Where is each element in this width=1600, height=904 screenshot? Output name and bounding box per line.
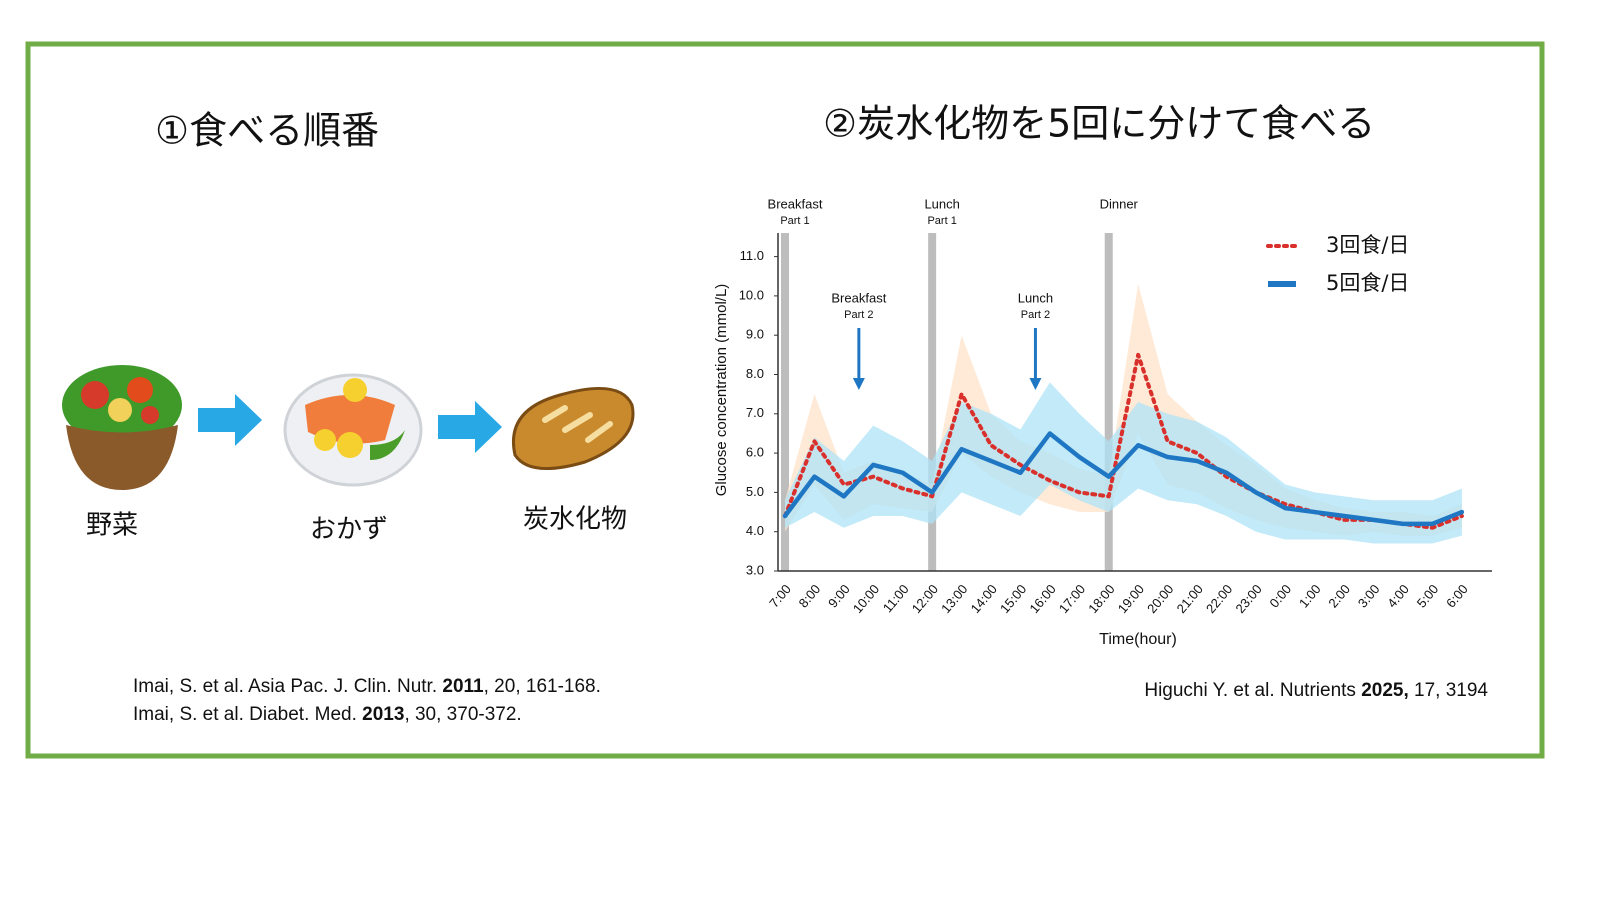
reference-part: Imai, S. et al. Diabet. Med.: [133, 704, 362, 725]
meal-sublabel: Part 1: [780, 215, 809, 227]
y-tick-label: 7.0: [746, 405, 764, 420]
meal-label: Breakfast: [831, 290, 886, 305]
reference-part: 2013: [362, 704, 404, 725]
y-tick-label: 6.0: [746, 445, 764, 460]
x-tick-label: 13:00: [938, 581, 970, 616]
x-tick-label: 8:00: [796, 581, 824, 610]
y-tick-label: 11.0: [740, 248, 764, 263]
food-label: 野菜: [86, 511, 138, 541]
meal-label: Dinner: [1100, 196, 1139, 211]
x-tick-label: 2:00: [1325, 581, 1353, 610]
reference: Higuchi Y. et al. Nutrients 2025, 17, 31…: [1144, 680, 1488, 701]
meal-sublabel: Part 1: [927, 215, 956, 227]
meal-bar: [928, 233, 937, 571]
range-band: [785, 284, 1462, 536]
meal-label: Lunch: [1018, 290, 1053, 305]
y-tick-label: 4.0: [746, 523, 764, 538]
y-axis-label: Glucose concentration (mmol/L): [713, 284, 730, 497]
legend-label: 5回食/日: [1326, 271, 1409, 295]
x-tick-label: 15:00: [997, 581, 1029, 616]
reference-part: 2011: [442, 676, 484, 697]
meal-label: Breakfast: [768, 196, 823, 211]
reference: Imai, S. et al. Diabet. Med. 2013, 30, 3…: [133, 704, 522, 725]
x-tick-label: 0:00: [1266, 581, 1294, 610]
reference-part: Higuchi Y. et al. Nutrients: [1144, 680, 1361, 701]
food-label: おかず: [310, 515, 388, 545]
right-title: ②炭水化物を5回に分けて食べる: [823, 102, 1375, 146]
x-tick-label: 16:00: [1026, 581, 1058, 616]
y-tick-label: 3.0: [746, 562, 764, 577]
y-tick-label: 9.0: [746, 327, 764, 342]
salad-icon: [62, 365, 182, 490]
reference: Imai, S. et al. Asia Pac. J. Clin. Nutr.…: [133, 676, 601, 697]
x-tick-label: 14:00: [968, 581, 1000, 616]
y-tick-label: 10.0: [739, 287, 764, 302]
reference-part: 17, 3194: [1409, 680, 1489, 701]
legend-label: 3回食/日: [1326, 233, 1409, 257]
meal-sublabel: Part 2: [1021, 309, 1050, 321]
x-tick-label: 10:00: [850, 581, 882, 616]
y-tick-label: 5.0: [746, 484, 764, 499]
series-line: [782, 431, 1465, 527]
arrow: [438, 401, 502, 453]
x-tick-label: 11:00: [880, 581, 912, 615]
arrow: [198, 394, 262, 446]
food-label: 炭水化物: [523, 505, 627, 535]
x-tick-label: 21:00: [1174, 581, 1206, 616]
x-tick-label: 9:00: [825, 581, 853, 610]
x-tick-label: 1:00: [1296, 581, 1324, 610]
x-tick-label: 3:00: [1355, 581, 1383, 610]
meal-bar: [781, 233, 789, 571]
series-line: [783, 352, 1464, 530]
x-tick-label: 19:00: [1115, 581, 1147, 616]
reference-part: , 20, 161-168.: [484, 676, 601, 697]
x-tick-label: 18:00: [1085, 581, 1117, 616]
meal-label: Lunch: [924, 196, 959, 211]
chart: Breakfast Part 1 Lunch Part 1 Dinner Breakfas…: [713, 196, 1492, 648]
left-title: ①食べる順番: [155, 109, 379, 153]
meal-bar: [1104, 233, 1113, 571]
x-tick-label: 23:00: [1232, 581, 1264, 616]
y-tick-label: 8.0: [746, 366, 764, 381]
reference-part: Imai, S. et al. Asia Pac. J. Clin. Nutr.: [133, 676, 442, 697]
x-tick-label: 22:00: [1203, 581, 1235, 616]
fish-icon: [283, 373, 423, 487]
frame: [25, 41, 1545, 759]
meal-arrowhead: [1029, 378, 1042, 390]
x-tick-label: 7:00: [766, 581, 794, 610]
reference-part: , 30, 370-372.: [404, 704, 521, 725]
x-tick-label: 17:00: [1056, 581, 1088, 616]
reference-part: 2025,: [1361, 680, 1409, 701]
x-tick-label: 6:00: [1443, 581, 1471, 610]
references: Imai, S. et al. Asia Pac. J. Clin. Nutr.…: [133, 676, 1488, 725]
x-tick-label: 20:00: [1144, 581, 1176, 616]
x-tick-label: 5:00: [1414, 581, 1442, 610]
x-tick-label: 12:00: [909, 581, 941, 616]
x-tick-label: 4:00: [1384, 581, 1412, 610]
meal-arrowhead: [852, 378, 865, 390]
x-axis-label: Time(hour): [1099, 631, 1177, 648]
meal-sublabel: Part 2: [844, 309, 873, 321]
bread-icon: [512, 386, 635, 471]
